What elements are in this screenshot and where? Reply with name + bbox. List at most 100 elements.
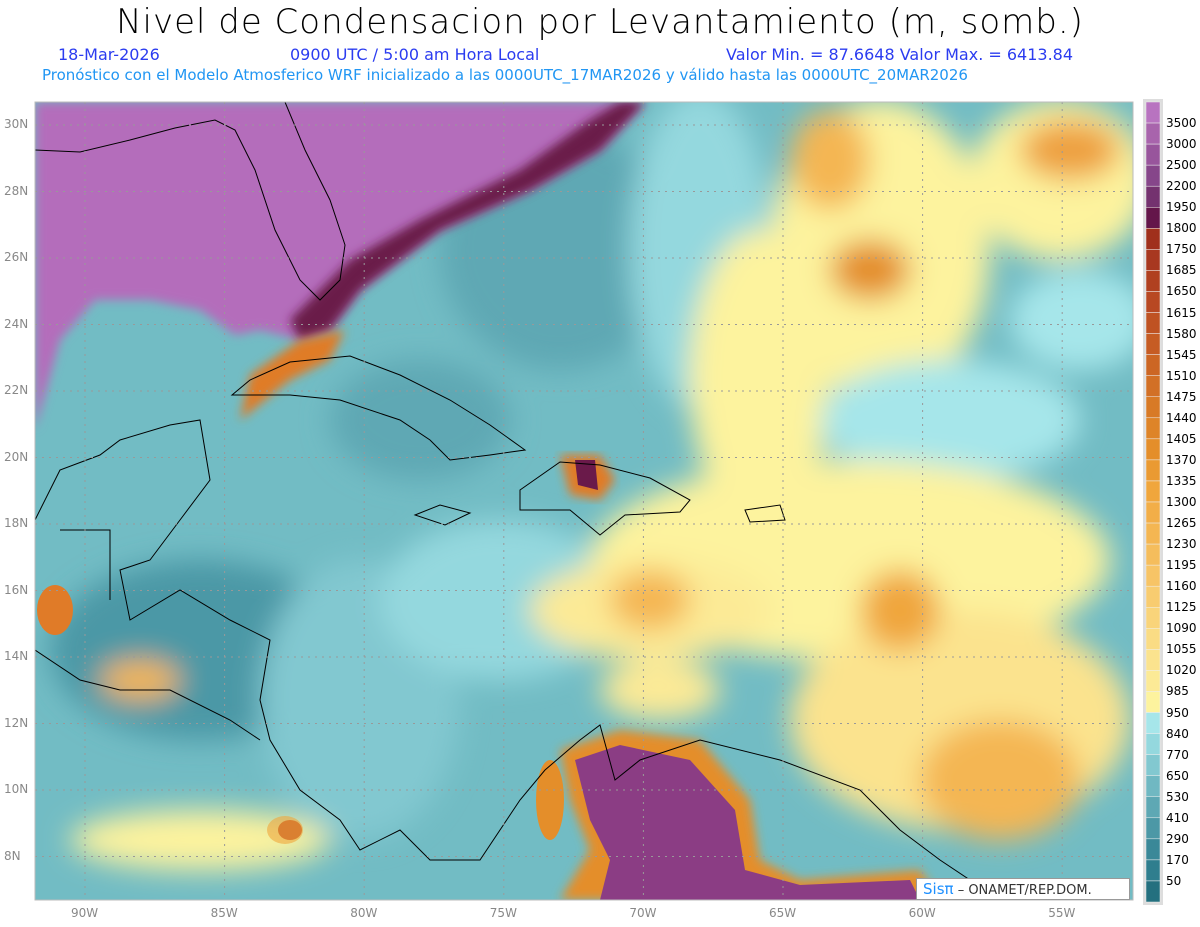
forecast-info: Pronóstico con el Modelo Atmosferico WRF… (42, 66, 968, 84)
colorbar-swatch (1145, 270, 1161, 292)
lon-label: 55W (1048, 906, 1076, 920)
colorbar-swatch (1145, 543, 1161, 566)
colorbar-swatch (1145, 459, 1161, 482)
lat-label: 10N (4, 782, 29, 796)
credit-text: – ONAMET/REP.DOM. (957, 883, 1092, 898)
lat-label: 14N (4, 649, 29, 663)
colorbar-swatch (1145, 185, 1161, 208)
colorbar-swatch (1145, 607, 1161, 629)
lat-label: 22N (4, 383, 29, 397)
colorbar-label: 1125 (1166, 600, 1197, 615)
colorbar-swatch (1145, 522, 1161, 545)
colorbar-label: 290 (1166, 831, 1189, 846)
lon-label: 90W (71, 906, 99, 920)
colorbar-label: 1055 (1166, 642, 1197, 657)
lat-label: 24N (4, 316, 29, 331)
lon-label: 80W (350, 906, 378, 920)
colorbar-swatch (1145, 691, 1161, 713)
colorbar-swatch (1145, 249, 1161, 271)
min-max-label: Valor Min. = 87.6648 Valor Max. = 6413.8… (726, 45, 1074, 64)
colorbar-swatch (1145, 859, 1161, 882)
date-label: 18-Mar-2026 (58, 45, 160, 64)
colorbar-label: 1370 (1166, 452, 1197, 467)
colorbar-label: 1160 (1166, 579, 1197, 594)
colorbar-label: 530 (1166, 789, 1189, 804)
colorbar-swatch (1145, 164, 1161, 187)
sispi-logo: Sisπ (923, 880, 954, 898)
map-title: Nivel de Condensacion por Levantamiento … (116, 2, 1084, 42)
lat-label: 16N (4, 582, 29, 597)
colorbar-label: 985 (1166, 684, 1189, 699)
colorbar-swatch (1145, 396, 1161, 419)
credit-box: Sisπ – ONAMET/REP.DOM. (916, 878, 1130, 900)
colorbar-label: 1510 (1166, 368, 1197, 383)
colorbar-swatch (1145, 796, 1161, 819)
colorbar-swatch (1145, 817, 1161, 840)
colorbar (1143, 99, 1163, 905)
colorbar-swatch (1145, 754, 1161, 776)
colorbar-label: 1265 (1166, 516, 1197, 531)
map-frame (34, 101, 1134, 901)
lat-label: 8N (4, 848, 21, 863)
colorbar-swatch (1145, 417, 1161, 440)
colorbar-label: 650 (1166, 768, 1189, 783)
colorbar-swatch (1145, 354, 1161, 376)
colorbar-swatch (1145, 333, 1161, 355)
colorbar-label: 1195 (1166, 558, 1197, 573)
colorbar-swatch (1145, 775, 1161, 797)
colorbar-label: 1950 (1166, 200, 1197, 215)
colorbar-swatch (1145, 585, 1161, 608)
colorbar-swatch (1145, 564, 1161, 587)
colorbar-label: 1300 (1166, 495, 1197, 509)
colorbar-label: 840 (1166, 726, 1189, 741)
colorbar-label: 1650 (1166, 284, 1197, 299)
colorbar-label: 1405 (1166, 431, 1197, 446)
colorbar-label: 50 (1166, 873, 1182, 888)
colorbar-label: 770 (1166, 747, 1189, 762)
colorbar-swatch (1145, 501, 1161, 524)
colorbar-swatch (1145, 712, 1161, 734)
lat-label: 26N (4, 250, 29, 264)
lat-label: 18N (4, 516, 29, 530)
lon-label: 75W (489, 906, 517, 920)
colorbar-label: 3500 (1166, 116, 1197, 131)
lon-label: 60W (908, 906, 936, 920)
lon-label: 85W (210, 906, 238, 920)
lat-label: 20N (4, 449, 29, 464)
colorbar-label: 950 (1166, 705, 1189, 720)
colorbar-label: 2200 (1166, 179, 1197, 194)
colorbar-swatch (1145, 733, 1161, 755)
colorbar-label: 1750 (1166, 242, 1197, 257)
colorbar-swatch (1145, 438, 1161, 461)
lat-label: 30N (4, 117, 29, 131)
graticule (35, 102, 1133, 900)
colorbar-label: 2500 (1166, 158, 1197, 173)
time-label: 0900 UTC / 5:00 am Hora Local (290, 45, 540, 64)
colorbar-label: 1230 (1166, 537, 1197, 552)
colorbar-swatch (1145, 670, 1161, 692)
lon-label: 65W (769, 906, 797, 920)
colorbar-label: 1800 (1166, 221, 1197, 236)
colorbar-label: 1545 (1166, 347, 1197, 362)
colorbar-swatch (1145, 312, 1161, 334)
colorbar-swatch (1145, 880, 1161, 903)
lat-label: 12N (4, 715, 29, 730)
colorbar-label: 1020 (1166, 663, 1197, 678)
colorbar-swatch (1145, 838, 1161, 861)
colorbar-swatch (1145, 480, 1161, 503)
colorbar-swatch (1145, 228, 1161, 250)
colorbar-swatch (1145, 375, 1161, 397)
colorbar-label: 1685 (1166, 263, 1197, 278)
lcl-field (35, 102, 1133, 900)
colorbar-label: 1335 (1166, 473, 1197, 488)
colorbar-swatch (1145, 207, 1161, 229)
lon-label: 70W (629, 906, 657, 920)
coastlines (35, 102, 1001, 900)
colorbar-swatch (1145, 122, 1161, 145)
colorbar-label: 1475 (1166, 389, 1197, 404)
colorbar-swatch (1145, 628, 1161, 650)
colorbar-swatch (1145, 291, 1161, 313)
colorbar-swatch (1145, 101, 1161, 124)
colorbar-label: 170 (1166, 852, 1189, 867)
